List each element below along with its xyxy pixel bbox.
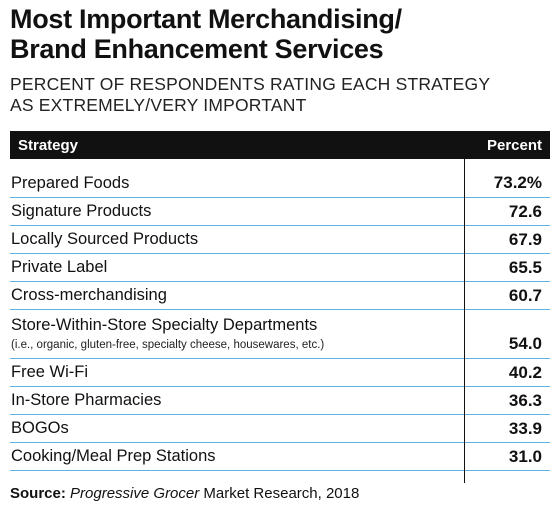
- row-label-text: Store-Within-Store Specialty Departments: [11, 316, 318, 334]
- table-row: Prepared Foods 73.2%: [10, 159, 550, 198]
- row-label: Cooking/Meal Prep Stations: [11, 447, 216, 465]
- row-label: Locally Sourced Products: [11, 230, 199, 248]
- header-percent: Percent: [486, 136, 542, 154]
- row-label: Private Label: [11, 258, 108, 276]
- row-value: 73.2%: [493, 173, 542, 192]
- row-value: 31.0: [508, 446, 542, 466]
- row-value: 54.0: [508, 334, 542, 353]
- subtitle-line-2: AS EXTREMELY/VERY IMPORTANT: [10, 95, 307, 115]
- table-row: Cross-merchandising 60.7: [10, 282, 550, 310]
- source-rest: Market Research, 2018: [199, 485, 360, 502]
- row-value: 33.9: [508, 418, 542, 438]
- header-strategy: Strategy: [18, 136, 79, 154]
- row-value: 67.9: [508, 229, 542, 249]
- column-divider: [464, 159, 465, 483]
- row-label: Store-Within-Store Specialty Departments…: [10, 310, 464, 352]
- row-value: 72.6: [508, 201, 542, 221]
- source-label: Source:: [10, 485, 66, 502]
- page-title: Most Important Merchandising/ Brand Enha…: [10, 4, 550, 64]
- subtitle-line-1: PERCENT OF RESPONDENTS RATING EACH STRAT…: [10, 74, 491, 94]
- row-label: Signature Products: [11, 202, 152, 220]
- source-note: Source: Progressive Grocer Market Resear…: [10, 485, 359, 502]
- table-row: Store-Within-Store Specialty Departments…: [10, 310, 550, 359]
- table-row: Locally Sourced Products 67.9: [10, 226, 550, 254]
- strategy-table: Strategy Percent Prepared Foods 73.2% Si…: [10, 131, 550, 483]
- table-row: In-Store Pharmacies 36.3: [10, 387, 550, 415]
- table-row: BOGOs 33.9: [10, 415, 550, 443]
- row-value: 65.5: [508, 257, 542, 277]
- row-value: 60.7: [508, 285, 542, 305]
- subtitle: PERCENT OF RESPONDENTS RATING EACH STRAT…: [10, 74, 550, 116]
- row-label: In-Store Pharmacies: [11, 391, 162, 409]
- table-row: Signature Products 72.6: [10, 198, 550, 226]
- source-publication: Progressive Grocer: [70, 485, 200, 502]
- table-row: Cooking/Meal Prep Stations 31.0: [10, 443, 550, 471]
- row-value: 40.2: [508, 362, 542, 382]
- table-row: Private Label 65.5: [10, 254, 550, 282]
- table-row: Free Wi-Fi 40.2: [10, 359, 550, 387]
- row-note: (i.e., organic, gluten-free, specialty c…: [11, 339, 325, 351]
- row-value: 36.3: [508, 390, 542, 410]
- title-line-1: Most Important Merchandising/: [10, 4, 402, 34]
- row-label: Cross-merchandising: [11, 286, 167, 304]
- row-label: BOGOs: [11, 419, 69, 437]
- row-label: Free Wi-Fi: [11, 363, 88, 381]
- table-header: Strategy Percent: [10, 131, 550, 159]
- title-line-2: Brand Enhancement Services: [10, 34, 384, 64]
- row-label: Prepared Foods: [11, 174, 130, 192]
